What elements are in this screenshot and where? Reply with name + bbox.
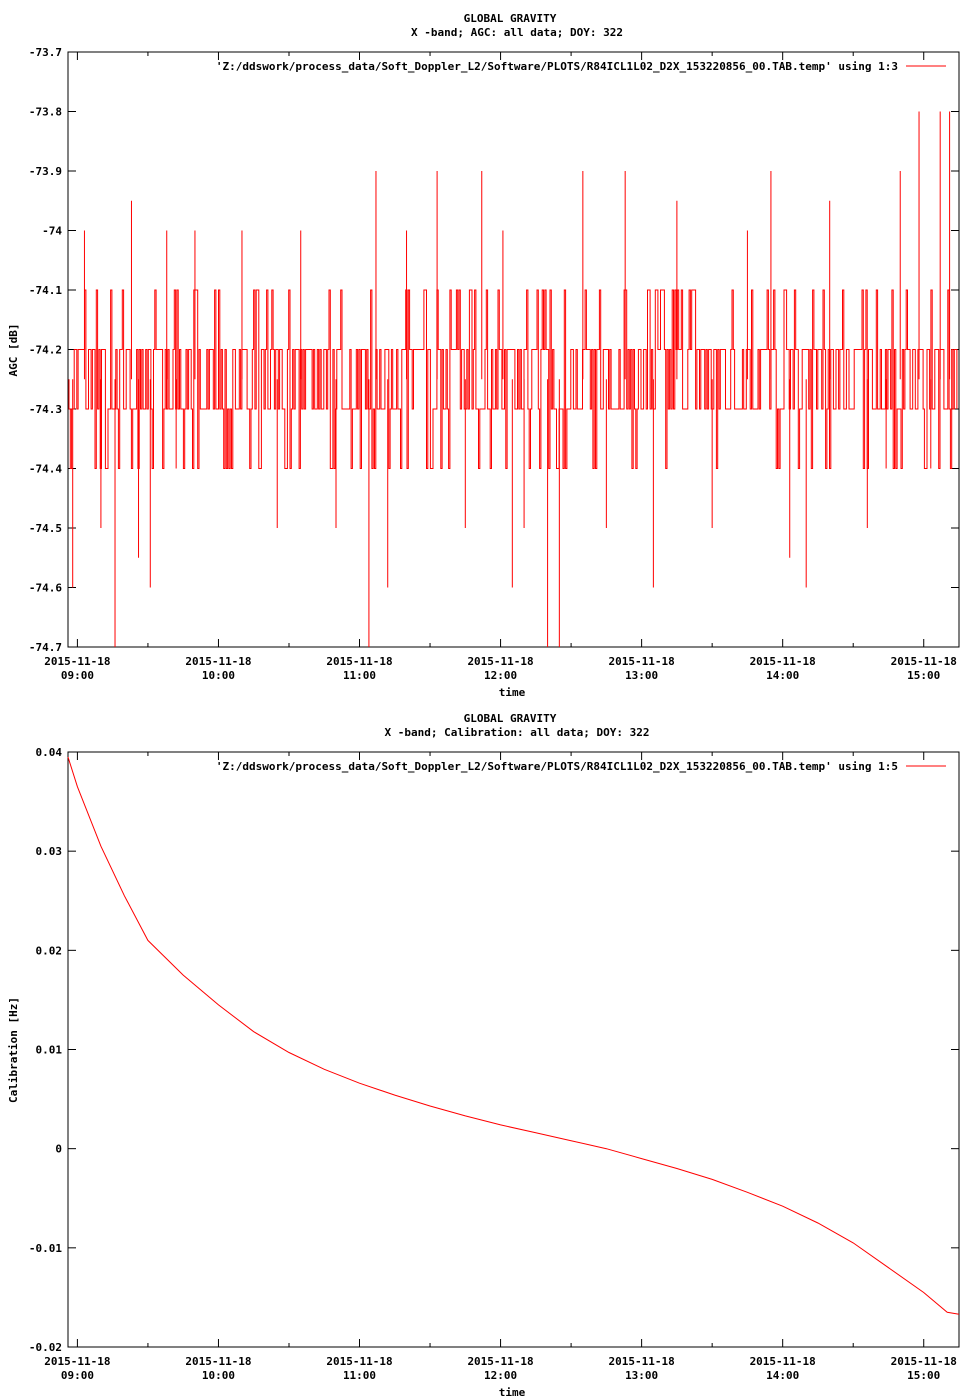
x-tick-label-time: 15:00 <box>907 1369 940 1382</box>
y-tick-label: -74.3 <box>29 403 62 416</box>
calibration-chart-title: GLOBAL GRAVITY <box>464 712 557 725</box>
y-tick-label: -74.5 <box>29 522 62 535</box>
x-tick-label-date: 2015-11-18 <box>609 1355 675 1368</box>
y-tick-label: -73.9 <box>29 165 62 178</box>
calibration-series <box>67 756 960 1315</box>
x-tick-label-time: 13:00 <box>625 1369 658 1382</box>
x-tick-label-time: 14:00 <box>766 669 799 682</box>
agc-series <box>68 111 958 647</box>
x-tick-label-date: 2015-11-18 <box>326 655 392 668</box>
y-tick-label: -0.01 <box>29 1242 62 1255</box>
y-tick-label: -74.4 <box>29 463 62 476</box>
x-tick-label-time: 10:00 <box>202 1369 235 1382</box>
x-tick-label-time: 12:00 <box>484 669 517 682</box>
y-tick-label: -0.02 <box>29 1341 62 1354</box>
y-tick-label: 0 <box>55 1143 62 1156</box>
calibration-chart: GLOBAL GRAVITY X -band; Calibration: all… <box>7 712 960 1399</box>
x-tick-label-date: 2015-11-18 <box>750 1355 816 1368</box>
calibration-series-line <box>67 756 960 1315</box>
x-tick-label-date: 2015-11-18 <box>44 1355 110 1368</box>
calibration-axis-ticks: 0.040.030.020.010-0.01-0.022015-11-1809:… <box>29 746 959 1382</box>
agc-series-trace <box>68 289 958 469</box>
x-tick-label-date: 2015-11-18 <box>467 655 533 668</box>
y-tick-label: -74.6 <box>29 582 62 595</box>
x-tick-label-date: 2015-11-18 <box>891 655 957 668</box>
x-tick-label-date: 2015-11-18 <box>185 1355 251 1368</box>
x-tick-label-date: 2015-11-18 <box>891 1355 957 1368</box>
x-tick-label-date: 2015-11-18 <box>467 1355 533 1368</box>
calibration-x-axis-label: time <box>499 1386 526 1399</box>
x-tick-label-date: 2015-11-18 <box>750 655 816 668</box>
y-tick-label: -74.7 <box>29 641 62 654</box>
agc-chart: GLOBAL GRAVITY X -band; AGC: all data; D… <box>7 12 960 699</box>
y-tick-label: 0.03 <box>36 845 63 858</box>
y-tick-label: -74.1 <box>29 284 62 297</box>
x-tick-label-time: 10:00 <box>202 669 235 682</box>
x-tick-label-time: 13:00 <box>625 669 658 682</box>
calibration-plot-frame <box>67 751 960 1348</box>
agc-axis-ticks: -73.7 -73.8 -73.9 -74 -74.1 -74.2 -74.3 -74.4 -7… <box>29 46 959 682</box>
x-tick-label-time: 14:00 <box>766 1369 799 1382</box>
x-tick-label-time: 11:00 <box>343 669 376 682</box>
x-tick-label-time: 11:00 <box>343 1369 376 1382</box>
agc-x-axis-label: time <box>499 686 526 699</box>
x-tick-label-date: 2015-11-18 <box>609 655 675 668</box>
x-tick-label-date: 2015-11-18 <box>326 1355 392 1368</box>
y-tick-label: -73.7 <box>29 46 62 59</box>
calibration-y-axis-label: Calibration [Hz] <box>7 997 20 1103</box>
y-tick-label: -73.8 <box>29 106 62 119</box>
y-tick-label: 0.02 <box>36 944 63 957</box>
calibration-legend-label: 'Z:/ddswork/process_data/Soft_Doppler_L2… <box>216 760 898 773</box>
x-tick-label-date: 2015-11-18 <box>44 655 110 668</box>
y-tick-label: 0.01 <box>36 1044 63 1057</box>
calibration-chart-subtitle: X -band; Calibration: all data; DOY: 322 <box>385 726 650 739</box>
agc-chart-title: GLOBAL GRAVITY <box>464 12 557 25</box>
x-tick-label-time: 15:00 <box>907 669 940 682</box>
x-tick-label-time: 12:00 <box>484 1369 517 1382</box>
x-tick-label-time: 09:00 <box>61 1369 94 1382</box>
y-tick-label: 0.04 <box>36 746 63 759</box>
x-tick-label-date: 2015-11-18 <box>185 655 251 668</box>
agc-y-axis-label: AGC [dB] <box>7 324 20 377</box>
y-tick-label: -74.2 <box>29 344 62 357</box>
agc-chart-subtitle: X -band; AGC: all data; DOY: 322 <box>411 26 623 39</box>
x-tick-label-time: 09:00 <box>61 669 94 682</box>
agc-legend-label: 'Z:/ddswork/process_data/Soft_Doppler_L2… <box>216 60 898 73</box>
y-tick-label: -74 <box>42 225 62 238</box>
